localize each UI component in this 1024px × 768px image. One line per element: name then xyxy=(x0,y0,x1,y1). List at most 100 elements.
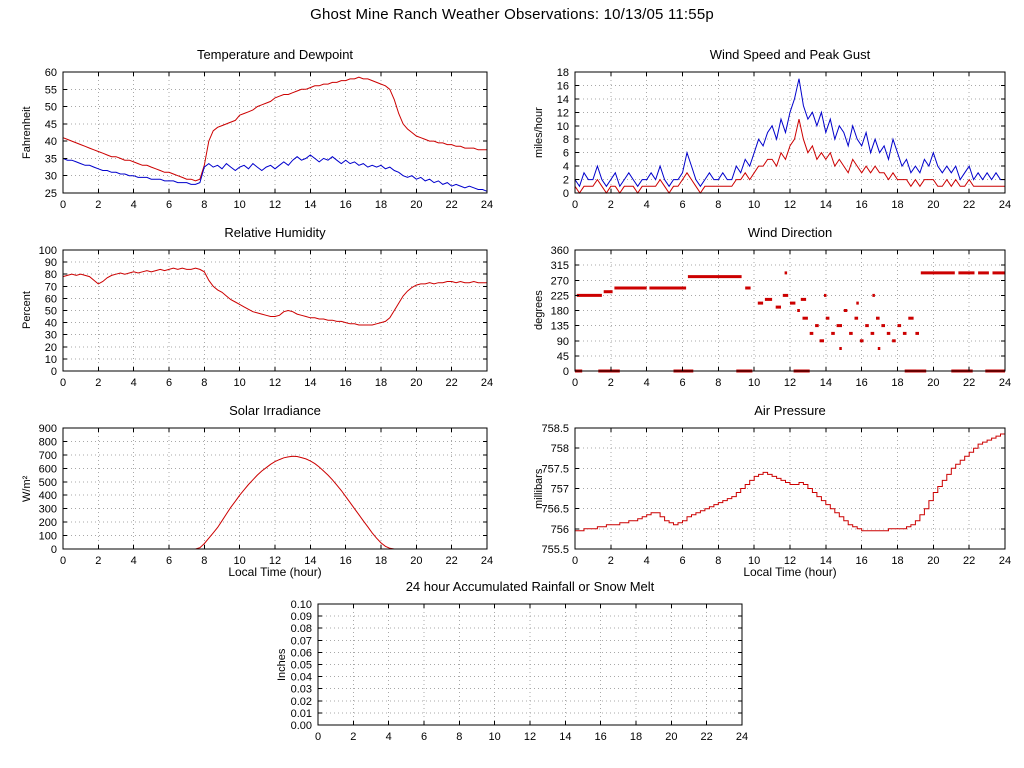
x-axis-label-local-time: Local Time (hour) xyxy=(228,565,322,579)
svg-text:90: 90 xyxy=(557,336,569,348)
svg-text:2: 2 xyxy=(608,199,614,211)
svg-text:4: 4 xyxy=(644,555,650,567)
air-pressure-chart: Air Pressure millibars 0 2 4 6 8 10 12 14 16 18 20… xyxy=(529,400,1019,583)
svg-text:20: 20 xyxy=(410,199,422,211)
svg-text:4: 4 xyxy=(386,731,392,743)
svg-text:24: 24 xyxy=(999,199,1011,211)
svg-text:20: 20 xyxy=(927,377,939,389)
svg-text:0.10: 0.10 xyxy=(291,599,312,611)
svg-text:0: 0 xyxy=(572,199,578,211)
svg-text:0.04: 0.04 xyxy=(291,672,312,684)
svg-text:14: 14 xyxy=(559,731,571,743)
svg-text:8: 8 xyxy=(715,555,721,567)
svg-text:100: 100 xyxy=(39,531,57,543)
solar-irradiance-chart: Solar Irradiance W/m² 0 2 4 6 8 10 12 14 16 18 20 2… xyxy=(17,400,501,583)
chart-title-temperature: Temperature and Dewpoint xyxy=(196,47,354,62)
svg-text:12: 12 xyxy=(784,199,796,211)
svg-text:12: 12 xyxy=(524,731,536,743)
svg-text:10: 10 xyxy=(748,199,760,211)
svg-text:10: 10 xyxy=(45,354,57,366)
svg-text:50: 50 xyxy=(45,306,57,318)
svg-text:18: 18 xyxy=(630,731,642,743)
svg-text:6: 6 xyxy=(166,199,172,211)
svg-text:758: 758 xyxy=(551,443,569,455)
svg-text:18: 18 xyxy=(891,199,903,211)
svg-text:30: 30 xyxy=(45,330,57,342)
svg-text:18: 18 xyxy=(891,555,903,567)
svg-text:12: 12 xyxy=(269,377,281,389)
svg-text:0.07: 0.07 xyxy=(291,635,312,647)
rainfall-chart: 24 hour Accumulated Rainfall or Snow Mel… xyxy=(272,576,756,759)
svg-text:2: 2 xyxy=(350,731,356,743)
air-pressure-plot: 0 2 4 6 8 10 12 14 16 18 20 22 24755.5756756.5757757… xyxy=(541,423,1011,567)
svg-text:6: 6 xyxy=(679,199,685,211)
svg-text:225: 225 xyxy=(551,290,569,302)
svg-text:22: 22 xyxy=(963,377,975,389)
chart-title-humidity: Relative Humidity xyxy=(224,225,326,240)
svg-text:24: 24 xyxy=(999,377,1011,389)
svg-text:270: 270 xyxy=(551,275,569,287)
svg-text:70: 70 xyxy=(45,281,57,293)
svg-text:14: 14 xyxy=(557,94,569,106)
svg-text:315: 315 xyxy=(551,260,569,272)
svg-text:20: 20 xyxy=(665,731,677,743)
svg-text:16: 16 xyxy=(340,377,352,389)
svg-text:18: 18 xyxy=(891,377,903,389)
svg-text:800: 800 xyxy=(39,436,57,448)
svg-text:24: 24 xyxy=(481,199,493,211)
svg-text:2: 2 xyxy=(608,377,614,389)
svg-text:24: 24 xyxy=(736,731,748,743)
solar-irradiance-plot: 0 2 4 6 8 10 12 14 16 18 20 22 240100200300400500600… xyxy=(39,423,493,567)
svg-text:0: 0 xyxy=(563,366,569,378)
svg-text:6: 6 xyxy=(563,148,569,160)
svg-text:10: 10 xyxy=(489,731,501,743)
svg-text:18: 18 xyxy=(375,377,387,389)
chart-title-solar: Solar Irradiance xyxy=(229,403,321,418)
svg-text:4: 4 xyxy=(644,199,650,211)
rainfall-plot: 0 2 4 6 8 10 12 14 16 18 20 22 240.000.010.020.030.0… xyxy=(291,599,749,743)
svg-text:8: 8 xyxy=(456,731,462,743)
svg-text:0.06: 0.06 xyxy=(291,647,312,659)
svg-text:6: 6 xyxy=(679,555,685,567)
svg-text:100: 100 xyxy=(39,245,57,257)
svg-text:756: 756 xyxy=(551,524,569,536)
svg-text:18: 18 xyxy=(375,555,387,567)
svg-text:12: 12 xyxy=(269,555,281,567)
svg-text:10: 10 xyxy=(234,555,246,567)
svg-text:0: 0 xyxy=(572,377,578,389)
svg-text:0: 0 xyxy=(60,199,66,211)
svg-text:500: 500 xyxy=(39,477,57,489)
svg-text:55: 55 xyxy=(45,84,57,96)
svg-text:10: 10 xyxy=(234,377,246,389)
svg-text:360: 360 xyxy=(551,245,569,257)
svg-text:0: 0 xyxy=(563,188,569,200)
svg-text:40: 40 xyxy=(45,136,57,148)
svg-text:16: 16 xyxy=(557,80,569,92)
svg-text:20: 20 xyxy=(927,555,939,567)
svg-text:756.5: 756.5 xyxy=(541,504,569,516)
relative-humidity-chart: Relative Humidity Percent 0 2 4 6 8 10 12 14 16 1… xyxy=(17,222,501,405)
svg-text:50: 50 xyxy=(45,102,57,114)
svg-text:8: 8 xyxy=(201,377,207,389)
svg-text:0: 0 xyxy=(572,555,578,567)
svg-text:0: 0 xyxy=(51,544,57,556)
svg-text:80: 80 xyxy=(45,269,57,281)
svg-text:700: 700 xyxy=(39,450,57,462)
svg-text:8: 8 xyxy=(715,377,721,389)
svg-text:14: 14 xyxy=(304,199,316,211)
svg-text:4: 4 xyxy=(563,161,569,173)
svg-text:8: 8 xyxy=(563,134,569,146)
svg-text:0: 0 xyxy=(315,731,321,743)
svg-text:6: 6 xyxy=(421,731,427,743)
svg-text:0: 0 xyxy=(60,377,66,389)
svg-text:20: 20 xyxy=(410,377,422,389)
svg-text:755.5: 755.5 xyxy=(541,544,569,556)
svg-text:8: 8 xyxy=(201,555,207,567)
svg-text:60: 60 xyxy=(45,67,57,79)
svg-text:14: 14 xyxy=(820,377,832,389)
svg-text:300: 300 xyxy=(39,504,57,516)
wind-direction-chart: Wind Direction degrees 0 2 4 6 8 10 12 14 16 18 20… xyxy=(529,222,1019,405)
